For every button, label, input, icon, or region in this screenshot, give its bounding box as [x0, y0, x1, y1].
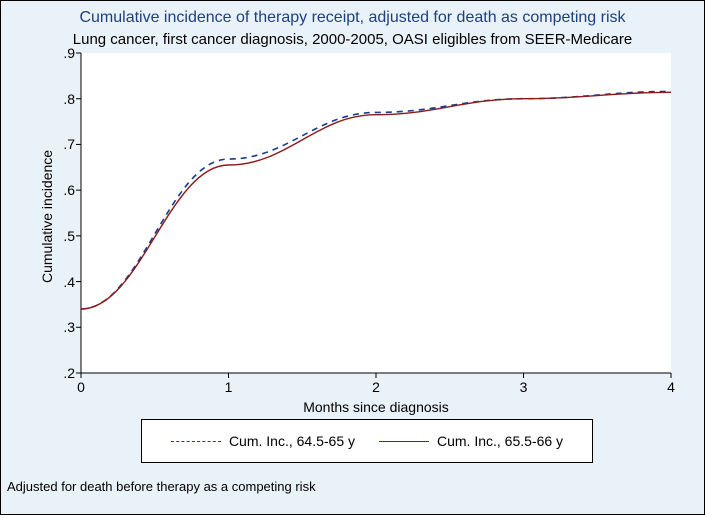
legend-item: Cum. Inc., 64.5-65 y [171, 433, 355, 449]
x-tick-label: 1 [225, 379, 233, 395]
series-line [81, 92, 671, 309]
plot-area: .2.3.4.5.6.7.8.901234 [81, 53, 671, 373]
x-tick-label: 4 [667, 379, 675, 395]
legend-label: Cum. Inc., 65.5-66 y [437, 433, 563, 449]
chart-title: Cumulative incidence of therapy receipt,… [1, 9, 704, 27]
legend-swatch [171, 441, 221, 442]
y-tick-label: .9 [63, 45, 75, 61]
legend: Cum. Inc., 64.5-65 y Cum. Inc., 65.5-66 y [141, 419, 593, 463]
y-tick-label: .7 [63, 136, 75, 152]
footnote: Adjusted for death before therapy as a c… [7, 479, 316, 494]
figure-root: Cumulative incidence of therapy receipt,… [0, 0, 705, 515]
y-tick-label: .5 [63, 228, 75, 244]
x-axis-label: Months since diagnosis [81, 399, 671, 415]
legend-label: Cum. Inc., 64.5-65 y [229, 433, 355, 449]
y-tick-label: .2 [63, 365, 75, 381]
x-tick-label: 0 [77, 379, 85, 395]
y-tick-label: .8 [63, 91, 75, 107]
legend-swatch [379, 441, 429, 442]
y-axis-label: Cumulative incidence [39, 150, 55, 283]
plot-svg [81, 53, 671, 373]
x-tick-label: 3 [520, 379, 528, 395]
x-tick-label: 2 [372, 379, 380, 395]
series-line [81, 91, 671, 309]
y-tick-label: .4 [63, 274, 75, 290]
chart-subtitle: Lung cancer, first cancer diagnosis, 200… [1, 31, 704, 48]
legend-item: Cum. Inc., 65.5-66 y [379, 433, 563, 449]
y-tick-label: .6 [63, 182, 75, 198]
y-tick-label: .3 [63, 319, 75, 335]
